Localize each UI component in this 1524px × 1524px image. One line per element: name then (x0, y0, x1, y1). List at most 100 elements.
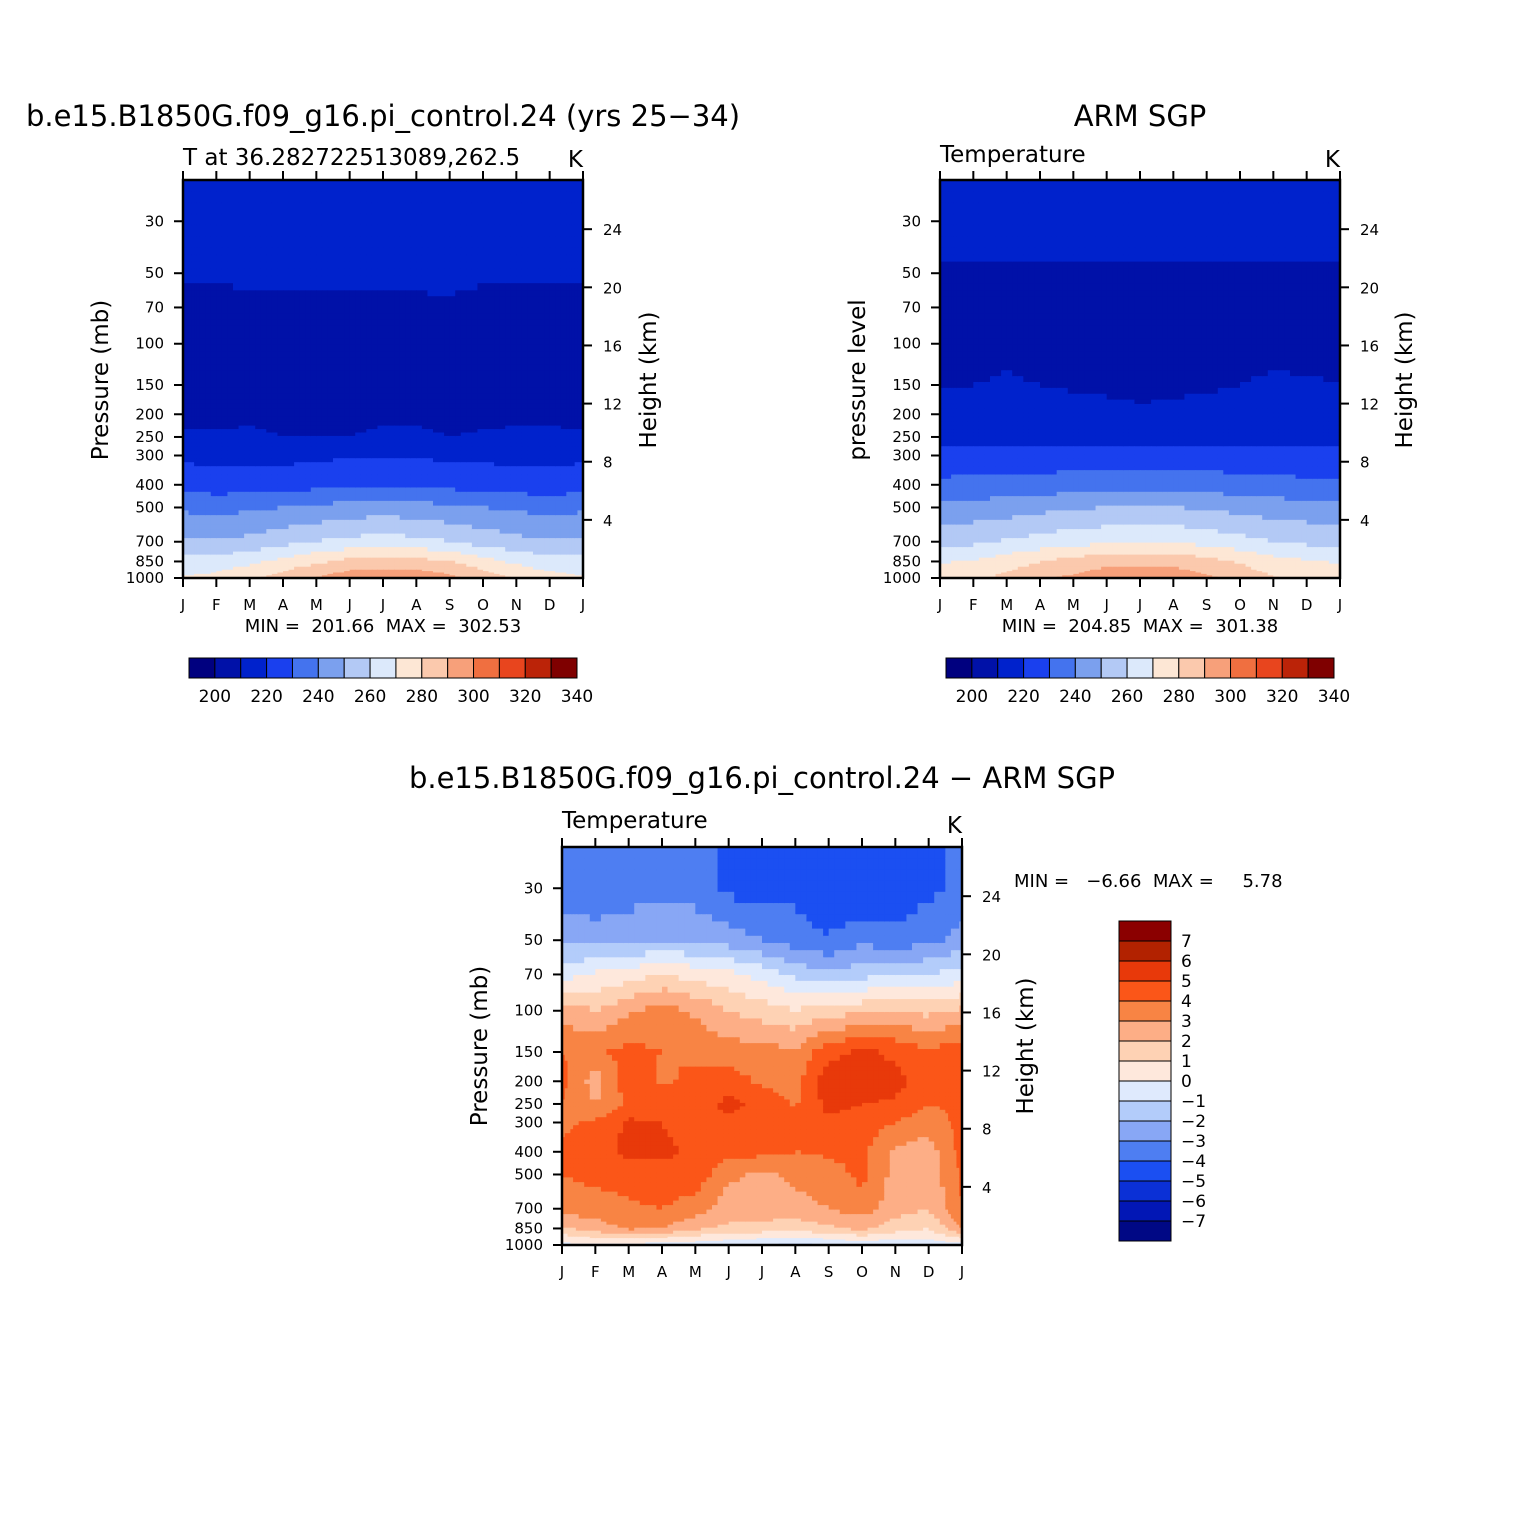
heatmap-cell (427, 491, 434, 497)
heatmap-cell (433, 439, 440, 444)
heatmap-cell (210, 533, 217, 539)
heatmap-cell (427, 569, 434, 572)
heatmap-cell (238, 519, 245, 526)
heatmap-cell (305, 474, 312, 480)
heatmap-cell (260, 572, 267, 575)
heatmap-cell (444, 325, 451, 333)
heatmap-cell (455, 247, 462, 256)
heatmap-cell (238, 442, 245, 447)
heatmap-cell (188, 496, 192, 502)
heatmap-cell (199, 563, 206, 568)
heatmap-cell (527, 275, 534, 284)
heatmap-cell (449, 357, 456, 365)
heatmap-cell (233, 470, 240, 476)
heatmap-cell (471, 442, 479, 447)
heatmap-cell (349, 515, 356, 521)
heatmap-cell (260, 462, 267, 467)
heatmap-cell (438, 275, 445, 284)
heatmap-cell (288, 466, 295, 471)
heatmap-cell (260, 416, 267, 422)
heatmap-cell (191, 538, 195, 544)
heatmap-cell (294, 364, 301, 371)
heatmap-cell (199, 519, 206, 526)
heatmap-cell (516, 442, 523, 447)
heatmap-cell (377, 425, 384, 430)
heatmap-cell (521, 466, 529, 471)
heatmap-cell (191, 261, 195, 270)
heatmap-cell (360, 421, 367, 427)
heatmap-cell (438, 403, 445, 409)
heatmap-cell (405, 370, 412, 377)
heatmap-cell (191, 454, 195, 459)
heatmap-cell (194, 573, 198, 576)
heatmap-cell (216, 412, 223, 418)
heatmap-cell (510, 446, 517, 451)
heatmap-cell (210, 446, 217, 451)
heatmap-cell (338, 542, 345, 548)
heatmap-cell (421, 542, 429, 548)
heatmap-cell (266, 429, 273, 434)
heatmap-cell (277, 236, 284, 248)
heatmap-cell (216, 376, 223, 383)
heatmap-cell (321, 191, 329, 204)
heatmap-cell (196, 487, 201, 493)
heatmap-cell (249, 500, 256, 507)
heatmap-cell (255, 571, 262, 574)
heatmap-cell (210, 470, 217, 476)
heatmap-cell (216, 487, 223, 493)
heatmap-cell (416, 575, 423, 578)
heatmap-cell (288, 435, 295, 440)
heatmap-cell (288, 247, 295, 256)
heatmap-cell (260, 547, 267, 553)
heatmap-cell (316, 470, 323, 476)
heatmap-cell (327, 344, 334, 353)
heatmap-cell (477, 416, 484, 422)
heatmap-cell (433, 261, 440, 270)
heatmap-cell (366, 191, 373, 204)
heatmap-cell (294, 491, 301, 497)
heatmap-cell (333, 524, 340, 530)
heatmap-cell (277, 547, 284, 553)
heatmap-cell (271, 202, 279, 215)
heatmap-cell (444, 435, 451, 440)
heatmap-cell (344, 563, 351, 568)
heatmap-cell (455, 224, 462, 237)
heatmap-cell (310, 462, 317, 467)
heatmap-cell (338, 458, 345, 463)
heatmap-cell (388, 571, 395, 574)
heatmap-cell (416, 236, 423, 248)
heatmap-cell (455, 376, 462, 383)
heatmap-cell (405, 563, 412, 568)
heatmap-cell (238, 560, 245, 565)
heatmap-cell (427, 387, 434, 395)
heatmap-cell (194, 542, 198, 548)
heatmap-cell (527, 302, 534, 309)
heatmap-cell (299, 236, 306, 248)
heatmap-cell (294, 510, 301, 516)
heatmap-cell (338, 450, 345, 455)
heatmap-cell (488, 538, 495, 544)
heatmap-cell (221, 470, 229, 476)
heatmap-cell (460, 325, 467, 333)
heatmap-cell (471, 370, 479, 377)
heatmap-cell (421, 533, 429, 539)
heatmap-cell (196, 524, 201, 530)
heatmap-cell (333, 563, 340, 568)
heatmap-cell (266, 454, 273, 459)
heatmap-cell (377, 470, 384, 476)
heatmap-cell (233, 393, 240, 401)
heatmap-cell (521, 213, 529, 226)
heatmap-cell (344, 236, 351, 248)
heatmap-cell (196, 432, 201, 437)
heatmap-cell (449, 307, 456, 315)
heatmap-cell (188, 432, 192, 437)
heatmap-cell (455, 261, 462, 270)
heatmap-cell (244, 261, 251, 270)
heatmap-cell (221, 572, 229, 575)
heatmap-cell (433, 487, 440, 493)
heatmap-cell (527, 283, 534, 291)
heatmap-cell (321, 474, 329, 480)
heatmap-cell (249, 412, 256, 418)
heatmap-cell (338, 566, 345, 571)
heatmap-cell (505, 254, 512, 263)
